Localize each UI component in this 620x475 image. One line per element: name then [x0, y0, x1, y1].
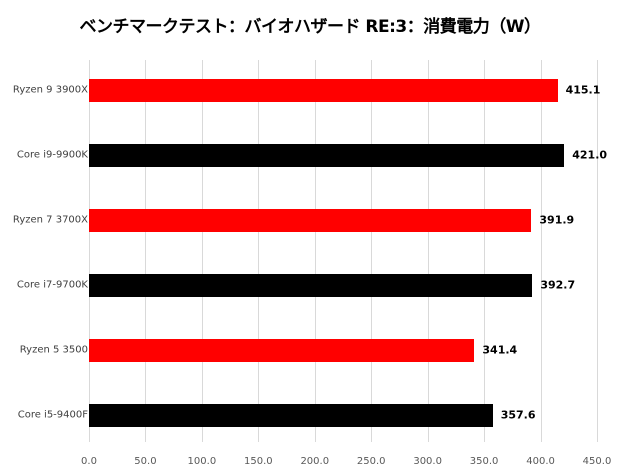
gridline: [540, 60, 542, 442]
x-tick-label: 250.0: [356, 456, 386, 467]
gridline: [597, 60, 598, 442]
data-label: 391.9: [539, 213, 575, 227]
data-label: 421.0: [572, 148, 608, 162]
x-tick-label: 450.0: [582, 456, 612, 467]
gridline: [258, 60, 260, 442]
x-tick-label: 200.0: [300, 456, 330, 467]
category-label: Ryzen 5 3500: [19, 344, 88, 356]
x-tick-label: 0.0: [81, 456, 97, 467]
bar: [89, 273, 533, 297]
category-label: Core i5-9400F: [17, 409, 88, 421]
gridline: [314, 60, 316, 442]
gridline: [89, 60, 90, 442]
x-tick-label: 150.0: [244, 456, 273, 467]
category-label: Core i9-9900K: [16, 149, 88, 161]
gridline: [145, 60, 147, 442]
x-tick-label: 50.0: [134, 456, 157, 467]
bar: [89, 208, 532, 232]
x-tick-label: 300.0: [413, 456, 442, 467]
category-label: Ryzen 9 3900X: [12, 84, 88, 96]
chart-title: ベンチマークテスト：バイオハザード RE:3：消費電力（W）: [79, 17, 542, 37]
gridline: [484, 60, 486, 442]
x-tick-label: 100.0: [187, 456, 217, 467]
x-tick-label: 350.0: [469, 456, 499, 467]
data-label: 357.6: [500, 408, 536, 422]
category-label: Core i7-9700K: [16, 279, 88, 291]
data-label: 415.1: [565, 83, 601, 97]
x-tick-label: 400.0: [526, 456, 555, 467]
data-label: 392.7: [540, 278, 576, 292]
gridline: [371, 60, 373, 442]
data-label: 341.4: [482, 343, 518, 357]
plot-area: 415.1 421.0 391.9 392.7 341.4 357.6: [89, 60, 607, 442]
bar: [89, 403, 493, 427]
gridline: [427, 60, 429, 442]
bar: [89, 143, 565, 167]
gridline: [201, 60, 203, 442]
category-label: Ryzen 7 3700X: [12, 214, 88, 226]
bar: [89, 338, 475, 362]
bar: [89, 78, 558, 102]
